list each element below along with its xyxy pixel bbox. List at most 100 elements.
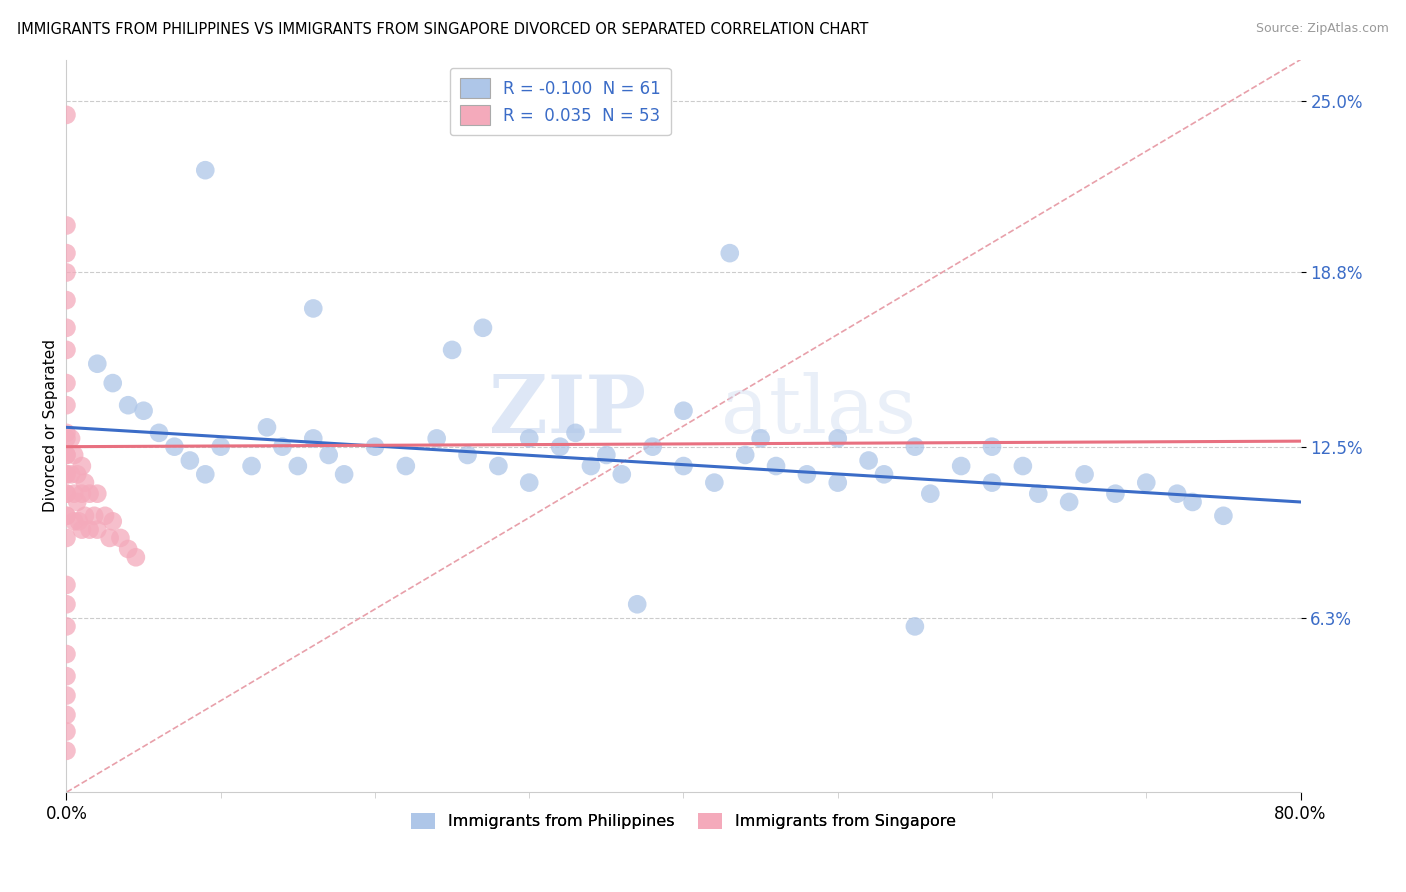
Point <box>55 508 77 523</box>
Point <box>672 458 695 473</box>
Point <box>486 458 509 473</box>
Point <box>55 578 77 592</box>
Point <box>55 425 77 440</box>
Point <box>101 376 124 390</box>
Point <box>55 431 77 445</box>
Point <box>55 724 77 739</box>
Point <box>256 420 278 434</box>
Point <box>55 108 77 122</box>
Point <box>73 475 96 490</box>
Point <box>595 448 617 462</box>
Point <box>950 458 973 473</box>
Point <box>98 531 121 545</box>
Point <box>981 475 1004 490</box>
Point <box>63 448 86 462</box>
Point <box>1026 486 1049 500</box>
Point <box>55 448 77 462</box>
Point <box>86 486 108 500</box>
Point <box>66 495 89 509</box>
Point <box>94 508 117 523</box>
Point <box>63 486 86 500</box>
Point <box>579 458 602 473</box>
Point <box>703 475 725 490</box>
Point <box>734 448 756 462</box>
Text: Source: ZipAtlas.com: Source: ZipAtlas.com <box>1256 22 1389 36</box>
Text: atlas: atlas <box>720 372 915 450</box>
Point <box>1181 495 1204 509</box>
Point <box>441 343 464 357</box>
Point <box>55 467 77 482</box>
Point <box>904 619 927 633</box>
Point <box>1104 486 1126 500</box>
Point <box>194 163 217 178</box>
Point <box>60 431 83 445</box>
Y-axis label: Divorced or Separated: Divorced or Separated <box>44 340 58 512</box>
Point <box>827 431 849 445</box>
Point <box>55 293 77 307</box>
Point <box>1166 486 1188 500</box>
Point <box>63 514 86 528</box>
Point <box>55 707 77 722</box>
Point <box>641 440 664 454</box>
Point <box>564 425 586 440</box>
Point <box>981 440 1004 454</box>
Point <box>55 486 77 500</box>
Point <box>194 467 217 482</box>
Point <box>55 320 77 334</box>
Point <box>1135 475 1157 490</box>
Point <box>55 647 77 661</box>
Text: ZIP: ZIP <box>489 372 647 450</box>
Point <box>55 597 77 611</box>
Point <box>548 440 571 454</box>
Point <box>86 357 108 371</box>
Legend: Immigrants from Philippines, Immigrants from Singapore: Immigrants from Philippines, Immigrants … <box>405 806 962 836</box>
Point <box>318 448 340 462</box>
Point <box>73 508 96 523</box>
Point <box>67 514 90 528</box>
Point <box>302 431 325 445</box>
Point <box>457 448 479 462</box>
Point <box>517 431 540 445</box>
Point <box>610 467 633 482</box>
Text: IMMIGRANTS FROM PHILIPPINES VS IMMIGRANTS FROM SINGAPORE DIVORCED OR SEPARATED C: IMMIGRANTS FROM PHILIPPINES VS IMMIGRANT… <box>17 22 869 37</box>
Point <box>79 523 101 537</box>
Point <box>83 508 105 523</box>
Point <box>117 541 139 556</box>
Point <box>749 431 772 445</box>
Point <box>796 467 818 482</box>
Point <box>101 514 124 528</box>
Point <box>209 440 232 454</box>
Point <box>240 458 263 473</box>
Point <box>1011 458 1033 473</box>
Point <box>55 448 77 462</box>
Point <box>70 458 93 473</box>
Point <box>426 431 449 445</box>
Point <box>55 376 77 390</box>
Point <box>1212 508 1234 523</box>
Point <box>287 458 309 473</box>
Point <box>333 467 356 482</box>
Point <box>55 467 77 482</box>
Point <box>55 669 77 683</box>
Point <box>55 398 77 412</box>
Point <box>70 486 93 500</box>
Point <box>55 689 77 703</box>
Point <box>55 744 77 758</box>
Point <box>79 486 101 500</box>
Point <box>55 531 77 545</box>
Point <box>55 508 77 523</box>
Point <box>904 440 927 454</box>
Point <box>1057 495 1080 509</box>
Point <box>395 458 418 473</box>
Point <box>60 467 83 482</box>
Point <box>55 219 77 233</box>
Point <box>858 453 880 467</box>
Point <box>873 467 896 482</box>
Point <box>1073 467 1095 482</box>
Point <box>110 531 132 545</box>
Point <box>718 246 741 260</box>
Point <box>55 246 77 260</box>
Point <box>117 398 139 412</box>
Point <box>55 486 77 500</box>
Point <box>827 475 849 490</box>
